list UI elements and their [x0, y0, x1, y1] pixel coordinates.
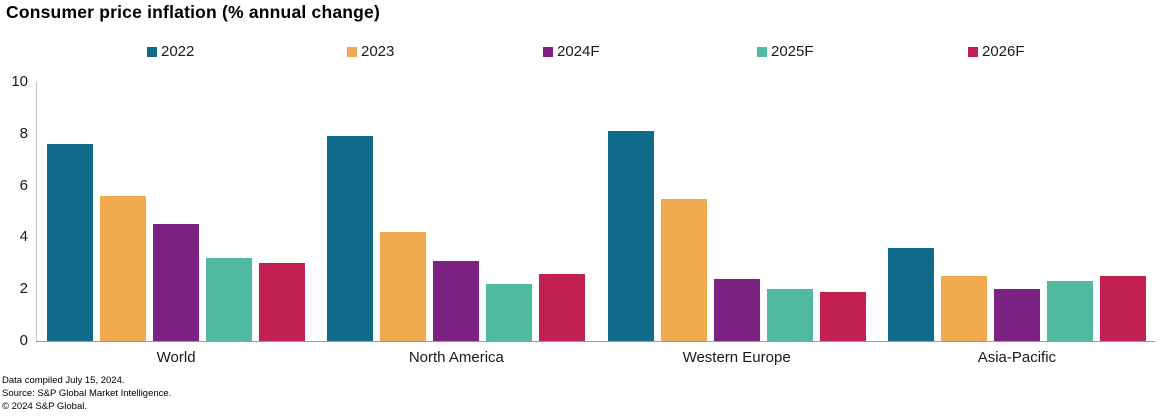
legend-item-2026f: 2026F — [968, 43, 1025, 60]
y-tick-label: 0 — [19, 332, 28, 349]
bar-2026f-western-europe — [819, 291, 866, 341]
footer-source: Source: S&P Global Market Intelligence. — [2, 388, 172, 399]
x-axis-line — [36, 341, 1155, 342]
legend-label: 2022 — [161, 43, 195, 60]
bar-2024f-western-europe — [713, 278, 760, 341]
legend-label: 2024F — [557, 43, 600, 60]
y-axis-line — [36, 82, 37, 341]
legend-swatch-icon — [968, 46, 978, 57]
bar-2025f-western-europe — [766, 289, 813, 341]
legend-item-2025f: 2025F — [757, 43, 814, 60]
bar-2025f-north-america — [486, 284, 533, 341]
bar-2023-north-america — [380, 232, 427, 341]
chart-footer: Data compiled July 15, 2024. Source: S&P… — [2, 374, 171, 413]
bar-2023-western-europe — [660, 198, 707, 341]
legend-swatch-icon — [347, 46, 357, 57]
bar-2022-north-america — [327, 136, 374, 341]
bar-2026f-north-america — [539, 273, 586, 341]
y-tick-label: 10 — [11, 73, 28, 90]
legend-swatch-icon — [757, 46, 767, 57]
chart-title: Consumer price inflation (% annual chang… — [6, 2, 381, 22]
y-tick-label: 2 — [19, 280, 28, 298]
bar-2024f-world — [153, 224, 200, 341]
legend-item-2023: 2023 — [347, 43, 395, 60]
bar-2022-asia-pacific — [887, 247, 934, 341]
bar-2024f-north-america — [433, 260, 480, 341]
bar-2023-world — [100, 195, 147, 341]
bar-2022-western-europe — [607, 131, 654, 341]
category-label: North America — [408, 349, 504, 366]
bar-2026f-asia-pacific — [1099, 276, 1146, 341]
legend-label: 2026F — [982, 43, 1025, 60]
footer-compiled-date: Data compiled July 15, 2024. — [2, 375, 125, 386]
y-tick-label: 4 — [19, 228, 28, 246]
footer-copyright: © 2024 S&P Global. — [2, 401, 87, 412]
y-tick-label: 6 — [19, 176, 28, 194]
legend-swatch-icon — [543, 46, 553, 57]
bar-2025f-asia-pacific — [1046, 281, 1093, 341]
category-label: World — [156, 349, 196, 366]
legend-label: 2023 — [361, 43, 395, 60]
y-tick-label: 8 — [19, 124, 28, 142]
legend-item-2024f: 2024F — [543, 43, 600, 60]
bar-2024f-asia-pacific — [993, 289, 1040, 341]
legend-label: 2025F — [771, 43, 814, 60]
category-label: Asia-Pacific — [977, 349, 1057, 366]
bar-2023-asia-pacific — [940, 276, 987, 341]
legend-swatch-icon — [147, 46, 157, 57]
category-label: Western Europe — [682, 349, 791, 366]
bar-2022-world — [47, 144, 94, 341]
legend-item-2022: 2022 — [147, 43, 195, 60]
bar-2026f-world — [259, 263, 306, 341]
bar-2025f-world — [206, 258, 253, 341]
